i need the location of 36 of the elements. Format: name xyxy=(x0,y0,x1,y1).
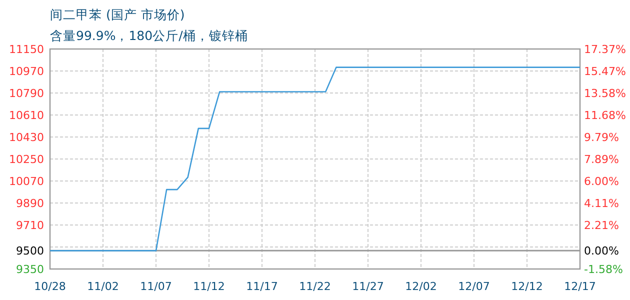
y-tick-label: 9350 xyxy=(16,263,44,276)
y-tick-label: 10430 xyxy=(9,131,44,144)
x-tick-label: 12/12 xyxy=(511,280,543,293)
x-tick-label: 12/02 xyxy=(405,280,437,293)
x-tick-label: 11/02 xyxy=(87,280,119,293)
y-tick-label: 11150 xyxy=(9,43,44,56)
y2-tick-label: 2.21% xyxy=(584,219,619,232)
y2-tick-label: 4.11% xyxy=(584,196,619,210)
y2-tick-label: 7.89% xyxy=(584,153,619,166)
x-tick-label: 12/07 xyxy=(458,280,490,293)
x-tick-label: 10/28 xyxy=(34,280,66,293)
chart-title: 间二甲苯 (国产 市场价) xyxy=(50,7,185,22)
line-series xyxy=(49,66,581,252)
y-tick-label: 10970 xyxy=(9,65,44,78)
x-tick-label: 11/07 xyxy=(140,280,172,293)
y-tick-label: 9500 xyxy=(16,244,44,258)
x-tick-label: 11/17 xyxy=(246,280,278,293)
y2-tick-label: 11.68% xyxy=(584,109,626,122)
y2-tick-label: 17.37% xyxy=(584,43,626,56)
y2-tick-label: 15.47% xyxy=(584,65,626,78)
x-tick-label: 11/12 xyxy=(193,280,225,293)
x-tick-label: 11/22 xyxy=(299,280,331,293)
x-tick-label: 11/27 xyxy=(352,280,384,293)
y2-tick-label: 13.58% xyxy=(584,87,626,100)
y2-tick-label: 0.00% xyxy=(584,244,619,258)
y2-tick-label: 9.79% xyxy=(584,131,619,144)
x-tick-label: 12/17 xyxy=(564,280,596,293)
y-tick-label: 9710 xyxy=(16,219,44,232)
y-tick-label: 9890 xyxy=(16,197,44,210)
chart-subtitle: 含量99.9%，180公斤/桶，镀锌桶 xyxy=(50,28,248,43)
y2-tick-label: 6.00% xyxy=(584,175,619,188)
y2-tick-label: -1.58% xyxy=(584,263,623,276)
y-tick-label: 10250 xyxy=(9,153,44,166)
y-tick-label: 10070 xyxy=(9,175,44,188)
y-tick-label: 10610 xyxy=(9,109,44,122)
y-tick-label: 10790 xyxy=(9,87,44,100)
